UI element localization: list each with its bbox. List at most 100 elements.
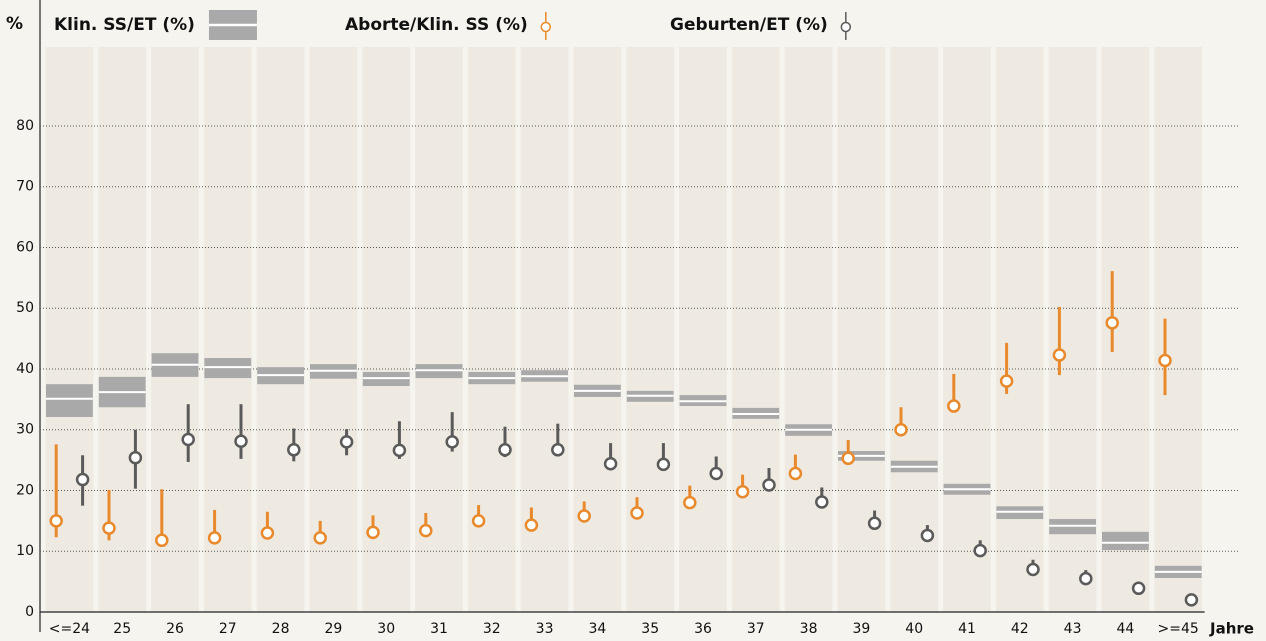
column-band [520, 47, 569, 612]
point [498, 443, 512, 457]
x-axis-label: Jahre [1209, 620, 1254, 638]
point [181, 432, 195, 447]
plot-background [45, 47, 1203, 612]
range-box [46, 384, 93, 417]
point [392, 443, 407, 458]
x-tick-label: 43 [1064, 621, 1082, 637]
point [1131, 581, 1146, 596]
point [630, 506, 644, 520]
legend-swatch [840, 21, 852, 33]
point [841, 451, 855, 466]
column-band [151, 47, 199, 612]
range-box [1102, 531, 1149, 551]
column-band [995, 47, 1044, 612]
column-band [1048, 47, 1097, 612]
point [366, 525, 380, 540]
point [762, 478, 776, 492]
x-tick-label: 38 [800, 621, 818, 637]
x-tick-label: 36 [694, 621, 712, 637]
x-tick-label: 41 [958, 621, 976, 637]
x-tick-label: 39 [852, 621, 870, 637]
y-tick-label: 30 [16, 422, 34, 438]
point [445, 435, 459, 449]
x-tick-label: <=24 [49, 621, 90, 637]
y-tick-label: 60 [16, 239, 34, 255]
point [102, 521, 116, 535]
point [577, 509, 591, 523]
y-tick-label: 0 [25, 604, 34, 620]
point [1052, 348, 1067, 362]
column-band [626, 47, 675, 612]
column-band [256, 47, 305, 612]
legend-swatch [540, 21, 552, 33]
column-band [784, 47, 833, 612]
x-tick-label: >=45 [1158, 621, 1199, 637]
x-tick-label: 31 [430, 621, 448, 637]
point [947, 399, 961, 413]
legend-label: Geburten/ET (%) [670, 15, 828, 35]
x-tick-label: 34 [588, 621, 606, 637]
column-band [573, 47, 622, 612]
column-band [731, 47, 780, 612]
point [471, 514, 486, 528]
point [656, 457, 671, 472]
point [207, 531, 222, 545]
point [75, 472, 90, 487]
point [1184, 593, 1199, 607]
column-band [362, 47, 411, 612]
x-tick-label: 42 [1011, 621, 1029, 637]
point [419, 523, 433, 538]
column-band [1101, 47, 1150, 612]
column-band [415, 47, 463, 612]
point [1105, 316, 1119, 330]
column-band [679, 47, 727, 612]
point [155, 533, 169, 548]
column-band [467, 47, 516, 612]
x-tick-label: 26 [166, 621, 184, 637]
column-band [943, 47, 991, 612]
x-tick-label: 25 [113, 621, 131, 637]
x-tick-label: 37 [747, 621, 765, 637]
point [973, 543, 987, 558]
x-tick-label: 33 [536, 621, 554, 637]
point [49, 514, 63, 528]
x-tick-label: 44 [1116, 621, 1134, 637]
point [551, 443, 565, 457]
y-tick-label: 20 [16, 482, 34, 498]
x-tick-label: 32 [483, 621, 501, 637]
point [788, 466, 803, 481]
point [603, 457, 618, 471]
y-tick-label: 10 [16, 543, 34, 559]
x-tick-label: 28 [272, 621, 290, 637]
point [1079, 571, 1093, 586]
x-tick-label: 29 [324, 621, 342, 637]
column-band [203, 47, 252, 612]
point [234, 434, 248, 449]
column-band [98, 47, 147, 612]
point [128, 450, 143, 465]
point [287, 443, 301, 457]
column-band [1154, 47, 1203, 612]
legend-label: Aborte/Klin. SS (%) [345, 15, 528, 35]
point [339, 435, 354, 449]
point [815, 495, 829, 509]
point [683, 495, 697, 510]
x-tick-label: 30 [377, 621, 395, 637]
y-axis-label: % [6, 14, 23, 34]
point [524, 518, 539, 532]
column-band [890, 47, 939, 612]
point [920, 528, 935, 543]
column-band [309, 47, 358, 612]
point [894, 422, 908, 437]
point [999, 374, 1014, 388]
legend-label: Klin. SS/ET (%) [54, 15, 195, 35]
x-tick-label: 40 [905, 621, 923, 637]
y-tick-label: 40 [16, 361, 34, 377]
x-tick-label: 27 [219, 621, 237, 637]
y-tick-label: 80 [16, 118, 34, 134]
x-tick-label: 35 [641, 621, 659, 637]
point [260, 526, 275, 540]
column-band [45, 47, 94, 612]
